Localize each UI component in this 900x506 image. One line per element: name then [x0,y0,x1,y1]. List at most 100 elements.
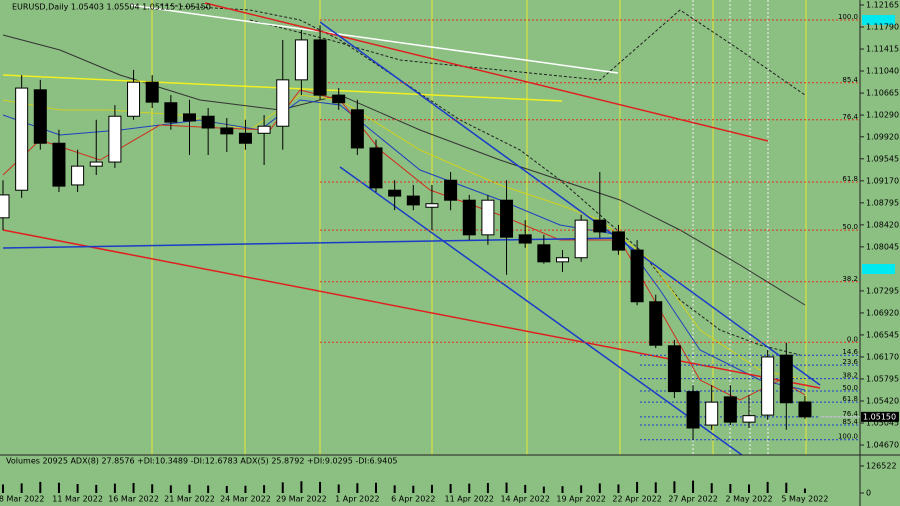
candle-body [481,199,495,236]
level-label: 14.6 [842,348,858,356]
y-tick-label: 1.09545 [866,154,899,163]
candle-body [183,113,196,122]
marker-box [862,264,895,274]
y-tick-label: 1.05795 [866,374,899,383]
x-tick-label: 6 Apr 2022 [391,495,435,504]
candle-body [444,179,458,201]
x-tick-label: 27 Apr 2022 [668,495,717,504]
level-label: 85.4 [842,418,858,426]
candle-body [220,127,234,135]
x-tick-label: 11 Mar 2022 [52,495,103,504]
candle-body [537,244,551,263]
candle-body [145,81,159,103]
candle-body [425,203,439,208]
y-tick-label: 1.05420 [866,396,899,405]
level-label: 50.0 [842,384,858,392]
x-tick-label: 8 Mar 2022 [0,495,44,504]
candle-body [593,219,607,233]
candle-body [15,87,29,191]
x-tick-label: 5 May 2022 [781,495,828,504]
candle-body [294,39,308,81]
y-tick-label: 1.06170 [866,352,899,361]
candle-body [742,415,756,423]
x-tick-label: 21 Mar 2022 [164,495,215,504]
volume-tick-label: 0 [866,489,871,498]
x-tick-label: 1 Apr 2022 [335,495,379,504]
candle-body [238,132,252,144]
candle-body [556,257,569,263]
last-price-box [861,411,899,422]
candle-body [33,89,47,144]
candle-body [500,199,514,238]
candle-body [369,147,383,189]
candle-body [611,231,625,251]
level-label: 76.4 [842,410,858,418]
candle-body [705,401,719,426]
candle-body [761,356,775,416]
candle-body [71,165,85,186]
candle-body [798,401,812,418]
y-tick-label: 1.10665 [866,89,899,98]
candle-body [388,189,402,197]
candle-body [257,125,271,134]
candle-body [406,195,420,206]
level-label: 61.8 [842,175,858,183]
x-tick-label: 19 Apr 2022 [556,495,605,504]
candle-body [0,194,10,219]
candle-body [201,115,215,129]
candle-body [649,301,663,346]
level-label: 50.0 [842,223,858,231]
y-tick-label: 1.04670 [866,441,899,450]
candle-body [108,115,122,163]
level-label: 100.0 [838,13,858,21]
volume-tick-label: 126522 [866,462,897,471]
y-tick-label: 1.11415 [866,45,899,54]
level-label: 23.6 [842,358,858,366]
y-tick-label: 1.09170 [866,176,899,185]
x-tick-label: 11 Apr 2022 [445,495,494,504]
candle-body [630,249,644,303]
level-label: 76.4 [842,113,858,121]
candle-body [313,39,327,96]
candle-body [276,79,290,127]
y-tick-label: 1.08045 [866,242,899,251]
chart-title: EURUSD,Daily 1.05403 1.05504 1.05115 1.0… [12,3,211,12]
level-label: 0.0 [847,335,858,343]
y-tick-label: 1.07295 [866,286,899,295]
level-label: 38.2 [842,275,858,283]
candle-body [164,102,178,123]
level-label: 100.0 [838,433,858,441]
level-label: 85.4 [842,76,858,84]
candle-body [667,345,681,393]
marker-box [862,15,895,25]
candle-body [518,234,532,244]
x-tick-label: 16 Mar 2022 [108,495,159,504]
y-tick-label: 1.06920 [866,308,899,317]
y-tick-label: 1.10290 [866,111,899,120]
candle-body [89,161,103,167]
candle-body [574,219,588,259]
y-tick-label: 1.08420 [866,220,899,229]
candle-body [779,354,793,404]
candle-body [332,94,346,104]
x-tick-label: 2 May 2022 [725,495,772,504]
y-tick-label: 1.11790 [866,23,899,32]
y-tick-label: 1.11040 [866,67,899,76]
y-tick-label: 1.09920 [866,132,899,141]
y-tick-label: 1.08795 [866,198,899,207]
x-tick-label: 14 Apr 2022 [500,495,549,504]
y-tick-label: 1.06545 [866,330,899,339]
last-price-label: 1.05150 [863,412,896,421]
candle-body [127,81,141,117]
level-label: 61.8 [842,395,858,403]
x-tick-label: 24 Mar 2022 [220,495,271,504]
candle-body [723,396,737,423]
candle-body [686,391,700,429]
y-tick-label: 1.12165 [866,0,899,9]
candle-body [462,199,476,236]
x-tick-label: 29 Mar 2022 [276,495,327,504]
y-tick-label: 1.05045 [866,419,899,428]
x-tick-label: 22 Apr 2022 [612,495,661,504]
